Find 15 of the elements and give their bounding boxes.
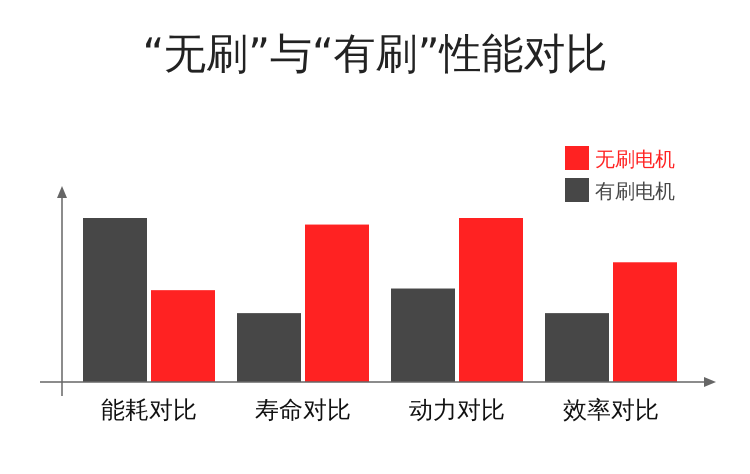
bar <box>83 218 147 382</box>
bar <box>545 313 609 382</box>
x-tick-label: 寿命对比 <box>255 396 351 424</box>
bar <box>613 262 677 382</box>
bar <box>459 218 523 382</box>
x-tick-label: 能耗对比 <box>101 396 197 424</box>
x-tick-label: 动力对比 <box>409 396 505 424</box>
bar <box>305 224 369 382</box>
legend-label: 有刷电机 <box>595 179 675 203</box>
chart-title: “无刷”与“有刷”性能对比 <box>142 29 608 78</box>
bar <box>151 290 215 382</box>
x-tick-label: 效率对比 <box>563 396 659 424</box>
bar <box>237 313 301 382</box>
bar <box>391 288 455 382</box>
legend-label: 无刷电机 <box>595 147 675 171</box>
